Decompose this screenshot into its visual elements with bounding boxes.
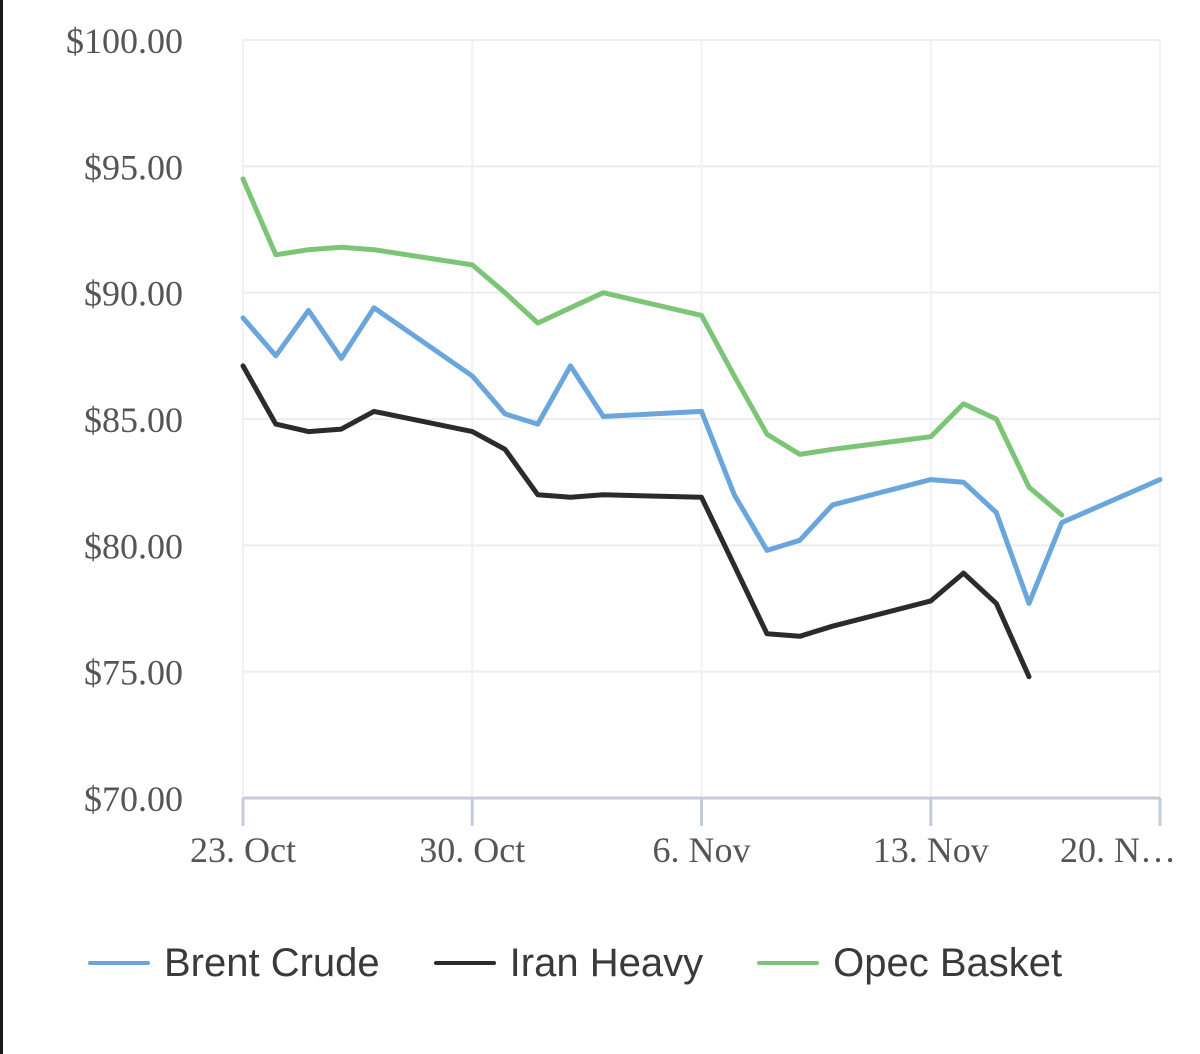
legend-swatch-opec-basket <box>757 961 820 965</box>
legend-label-iran-heavy: Iran Heavy <box>509 940 704 985</box>
legend-item-iran-heavy[interactable]: Iran Heavy <box>433 940 704 986</box>
y-axis: $100.00 $95.00 $90.00 $85.00 $80.00 $75.00 $70… <box>66 21 183 819</box>
x-tick-label: 6. Nov <box>653 830 751 870</box>
legend-label-brent-crude: Brent Crude <box>164 940 380 985</box>
legend-item-opec-basket[interactable]: Opec Basket <box>757 941 1062 986</box>
left-border <box>0 0 3 1054</box>
legend-swatch-brent-crude <box>88 961 150 965</box>
legend-swatch-iran-heavy <box>433 961 496 965</box>
x-axis: 23. Oct 30. Oct 6. Nov 13. Nov 20. N… <box>190 796 1176 870</box>
y-tick-label: $100.00 <box>66 21 183 61</box>
y-tick-label: $75.00 <box>84 653 183 693</box>
y-tick-label: $90.00 <box>84 274 183 314</box>
y-tick-label: $85.00 <box>84 400 183 440</box>
series-line-opec-basket[interactable] <box>240 176 1065 518</box>
gridlines <box>242 39 1161 798</box>
legend-label-opec-basket: Opec Basket <box>833 940 1063 985</box>
y-tick-label: $80.00 <box>84 526 183 566</box>
x-tick-label: 20. N… <box>1060 830 1176 870</box>
x-tick-label: 23. Oct <box>190 830 296 870</box>
y-tick-label: $95.00 <box>84 147 183 187</box>
y-tick-label: $70.00 <box>84 779 183 819</box>
series-lines <box>240 176 1163 680</box>
legend: Brent Crude Iran Heavy Opec Basket <box>88 935 1188 991</box>
x-tick-label: 13. Nov <box>873 830 989 870</box>
legend-item-brent-crude[interactable]: Brent Crude <box>88 941 380 986</box>
x-tick-label: 30. Oct <box>419 830 525 870</box>
